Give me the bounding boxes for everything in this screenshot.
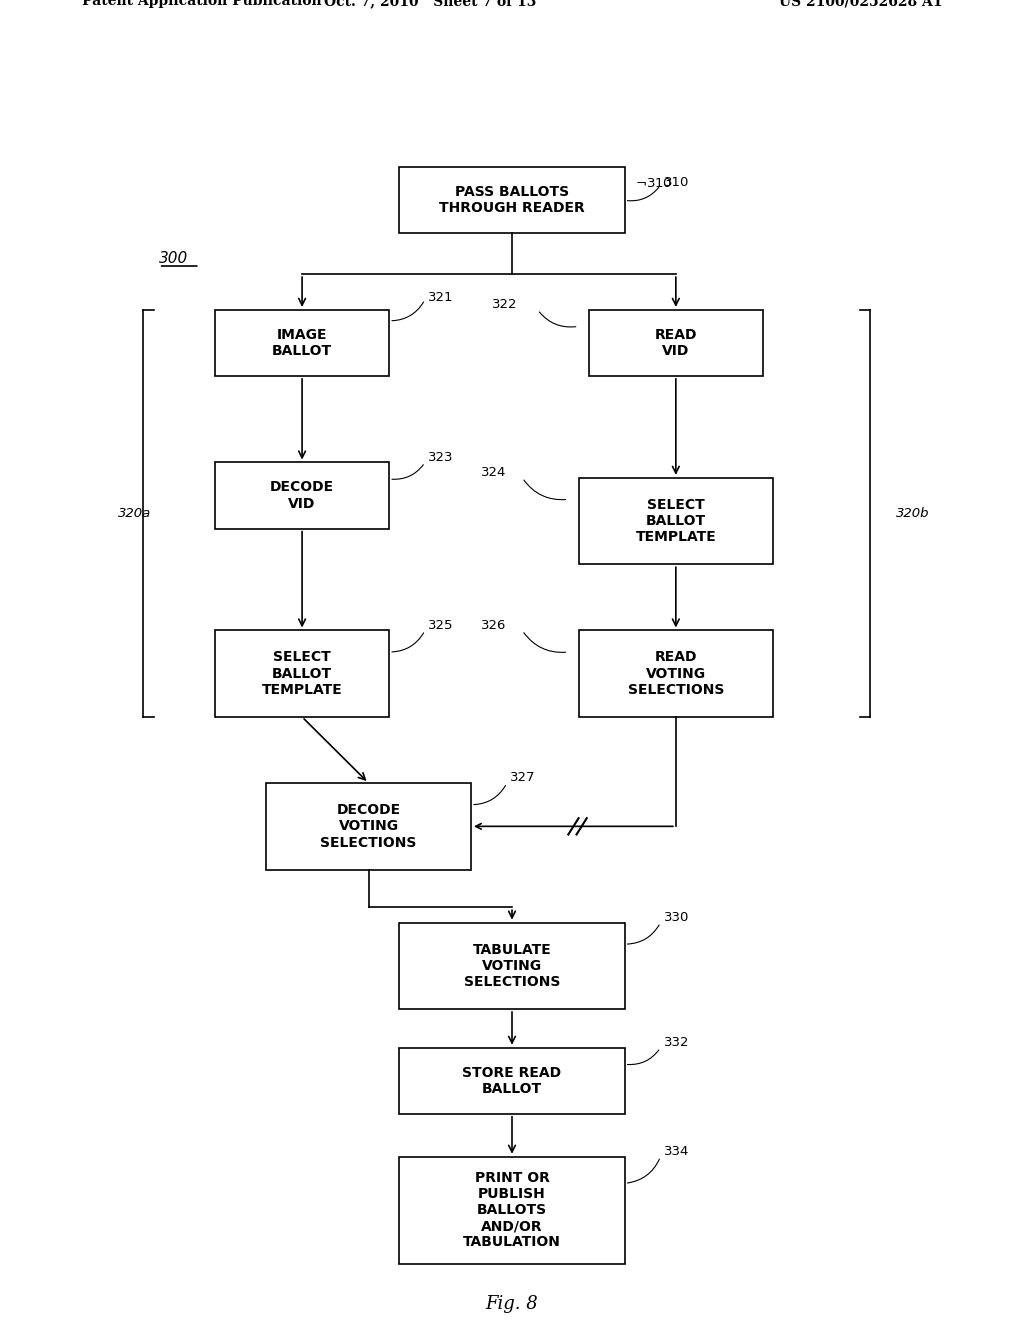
- FancyBboxPatch shape: [215, 310, 389, 376]
- Text: PASS BALLOTS
THROUGH READER: PASS BALLOTS THROUGH READER: [439, 185, 585, 215]
- Text: IMAGE
BALLOT: IMAGE BALLOT: [272, 327, 332, 358]
- FancyBboxPatch shape: [399, 1156, 625, 1263]
- Text: 310: 310: [664, 176, 689, 189]
- Text: US 2100/0252628 A1: US 2100/0252628 A1: [778, 0, 942, 8]
- Text: 334: 334: [664, 1144, 689, 1158]
- Text: 330: 330: [664, 911, 689, 924]
- Text: 300: 300: [159, 251, 188, 267]
- Text: 320b: 320b: [896, 507, 930, 520]
- Text: TABULATE
VOTING
SELECTIONS: TABULATE VOTING SELECTIONS: [464, 942, 560, 989]
- Text: DECODE
VOTING
SELECTIONS: DECODE VOTING SELECTIONS: [321, 803, 417, 850]
- Text: Fig. 8: Fig. 8: [485, 1295, 539, 1313]
- Text: Oct. 7, 2010   Sheet 7 of 13: Oct. 7, 2010 Sheet 7 of 13: [324, 0, 537, 8]
- Text: READ
VOTING
SELECTIONS: READ VOTING SELECTIONS: [628, 651, 724, 697]
- Text: DECODE
VID: DECODE VID: [270, 480, 334, 511]
- Text: PRINT OR
PUBLISH
BALLOTS
AND/OR
TABULATION: PRINT OR PUBLISH BALLOTS AND/OR TABULATI…: [463, 1171, 561, 1250]
- FancyBboxPatch shape: [399, 168, 625, 234]
- FancyBboxPatch shape: [589, 310, 763, 376]
- Text: 327: 327: [510, 771, 536, 784]
- Text: 324: 324: [481, 466, 507, 479]
- Text: $\neg$310: $\neg$310: [635, 177, 673, 190]
- Text: 332: 332: [664, 1036, 689, 1049]
- Text: 323: 323: [428, 451, 454, 463]
- FancyBboxPatch shape: [579, 631, 773, 717]
- Text: STORE READ
BALLOT: STORE READ BALLOT: [463, 1065, 561, 1096]
- FancyBboxPatch shape: [399, 1048, 625, 1114]
- FancyBboxPatch shape: [579, 478, 773, 564]
- FancyBboxPatch shape: [215, 631, 389, 717]
- Text: 325: 325: [428, 619, 454, 632]
- Text: READ
VID: READ VID: [654, 327, 697, 358]
- Text: 326: 326: [481, 619, 507, 632]
- FancyBboxPatch shape: [266, 783, 471, 870]
- Text: Patent Application Publication: Patent Application Publication: [82, 0, 322, 8]
- Text: 322: 322: [492, 298, 517, 312]
- Text: 321: 321: [428, 292, 454, 304]
- FancyBboxPatch shape: [399, 923, 625, 1008]
- Text: 320a: 320a: [118, 507, 151, 520]
- Text: SELECT
BALLOT
TEMPLATE: SELECT BALLOT TEMPLATE: [636, 498, 716, 544]
- Text: SELECT
BALLOT
TEMPLATE: SELECT BALLOT TEMPLATE: [262, 651, 342, 697]
- FancyBboxPatch shape: [215, 462, 389, 528]
